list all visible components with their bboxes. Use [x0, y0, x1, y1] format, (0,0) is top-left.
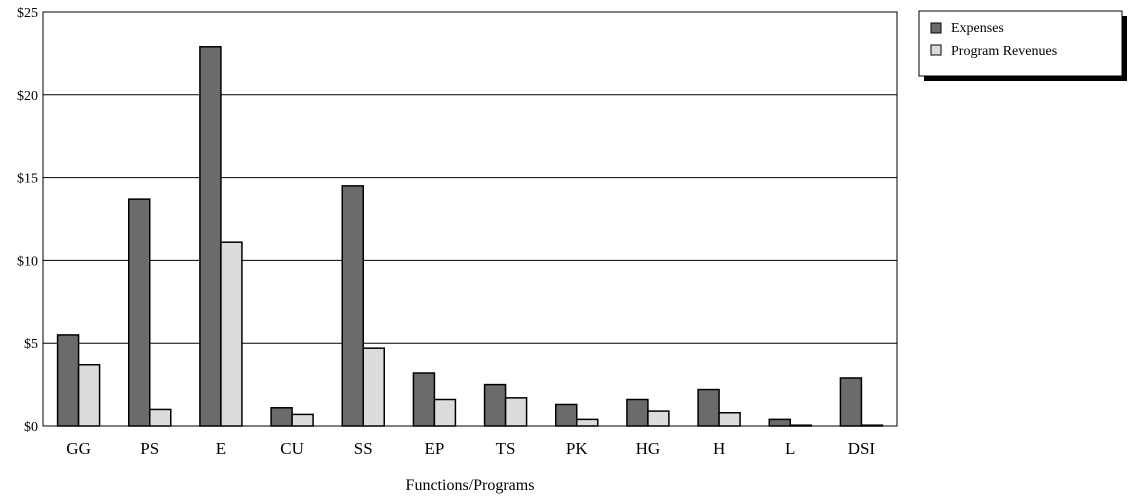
x-tick-label: H — [713, 439, 725, 458]
x-tick-label: E — [216, 439, 226, 458]
x-tick-label: HG — [636, 439, 661, 458]
bar-expenses — [768, 418, 791, 427]
bar-program-revenues — [576, 418, 599, 427]
x-tick-label: TS — [496, 439, 516, 458]
x-tick-label: SS — [354, 439, 373, 458]
bar-expenses — [626, 398, 649, 427]
bar-expenses — [128, 198, 151, 427]
y-tick-label: $25 — [17, 6, 38, 21]
bar-expenses — [483, 383, 507, 427]
bar-expenses — [341, 185, 364, 427]
legend-label-expenses: Expenses — [951, 21, 1004, 36]
bar-expenses — [56, 334, 80, 427]
x-axis-ticks: GG PS E CU SS EP TS PK HG H L DSI — [66, 439, 875, 458]
bars — [56, 46, 884, 427]
x-axis-label: Functions/Programs — [406, 477, 535, 494]
bar-expenses — [555, 403, 578, 427]
bar-expenses — [697, 388, 720, 427]
x-tick-label: PK — [566, 439, 588, 458]
x-tick-label: EP — [424, 439, 444, 458]
bar-program-revenues — [77, 363, 101, 427]
legend-swatch-program-revenues — [930, 44, 942, 56]
x-tick-label: CU — [280, 439, 304, 458]
bar-expenses — [199, 46, 222, 427]
x-tick-label: L — [785, 439, 795, 458]
bar-program-revenues — [220, 241, 243, 427]
bar-program-revenues — [433, 398, 457, 427]
bar-program-revenues — [149, 408, 172, 427]
bar-expenses — [839, 377, 863, 427]
legend-box — [918, 10, 1123, 77]
bar-program-revenues — [647, 410, 670, 427]
legend-label-program-revenues: Program Revenues — [951, 44, 1057, 59]
bar-expenses — [412, 372, 436, 427]
y-tick-label: $0 — [24, 420, 38, 435]
y-tick-label: $20 — [17, 89, 38, 104]
legend: Expenses Program Revenues — [918, 10, 1127, 81]
bar-program-revenues — [718, 412, 741, 427]
bar-program-revenues — [504, 397, 528, 427]
bar-program-revenues — [362, 347, 385, 427]
legend-swatch-expenses — [930, 22, 942, 34]
y-tick-label: $10 — [17, 254, 38, 269]
y-tick-label: $15 — [17, 172, 38, 187]
bar-expenses — [270, 407, 293, 427]
gridlines — [43, 11, 897, 427]
bar-program-revenues — [291, 413, 314, 427]
plot-frame — [42, 11, 898, 427]
y-tick-label: $5 — [24, 337, 38, 352]
y-axis-ticks: $0 $5 $10 $15 $20 $25 — [17, 6, 38, 435]
x-tick-label: GG — [66, 439, 91, 458]
x-tick-label: DSI — [848, 439, 876, 458]
x-tick-label: PS — [140, 439, 159, 458]
